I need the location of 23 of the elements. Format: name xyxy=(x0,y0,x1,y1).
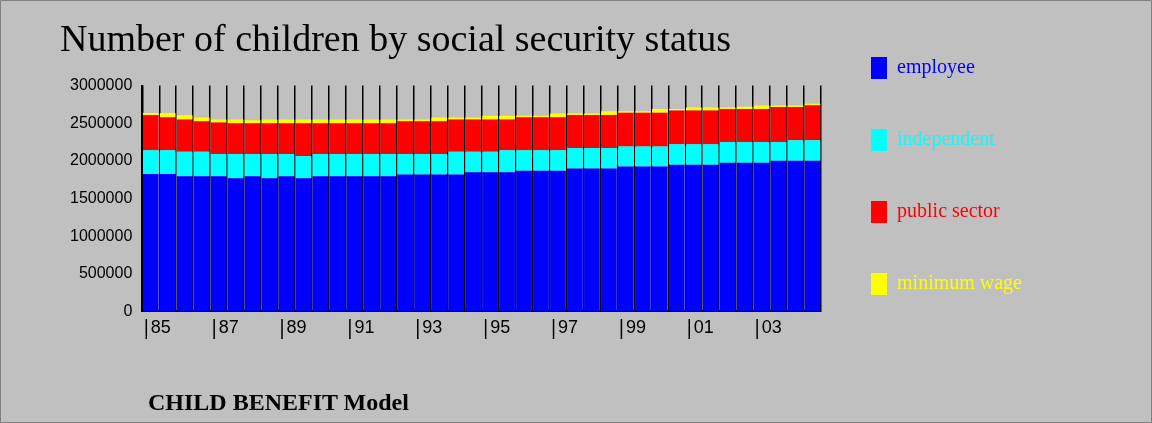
x-tick-label: 85 xyxy=(150,317,171,338)
legend-label: minimum wage xyxy=(897,271,1023,295)
x-tick-label: 87 xyxy=(218,317,239,338)
x-tick-label: 01 xyxy=(693,317,714,338)
y-tick-label: 1000000 xyxy=(69,226,133,244)
y-tick-label: 2500000 xyxy=(69,113,133,131)
x-tick-label: 97 xyxy=(558,317,579,338)
text: CHILD BENEFIT Model xyxy=(148,389,410,415)
x-tick-label: 89 xyxy=(286,317,307,338)
x-tick-label: 91 xyxy=(354,317,375,338)
legend-label: independent xyxy=(897,127,996,151)
legend-label: employee xyxy=(897,55,975,79)
x-tick-label: 03 xyxy=(761,317,782,338)
y-tick-label: 1500000 xyxy=(69,188,133,206)
x-tick-label: 99 xyxy=(625,317,646,338)
chart-title: Number of children by social security status xyxy=(60,16,732,59)
y-tick-label: 3000000 xyxy=(69,76,133,94)
y-tick-label: 500000 xyxy=(78,264,133,282)
x-tick-label: 95 xyxy=(490,317,511,338)
y-tick-label: 0 xyxy=(123,301,133,319)
x-tick-label: 93 xyxy=(422,317,443,338)
legend-label: public sector xyxy=(897,199,1001,223)
y-tick-label: 2000000 xyxy=(69,151,133,169)
